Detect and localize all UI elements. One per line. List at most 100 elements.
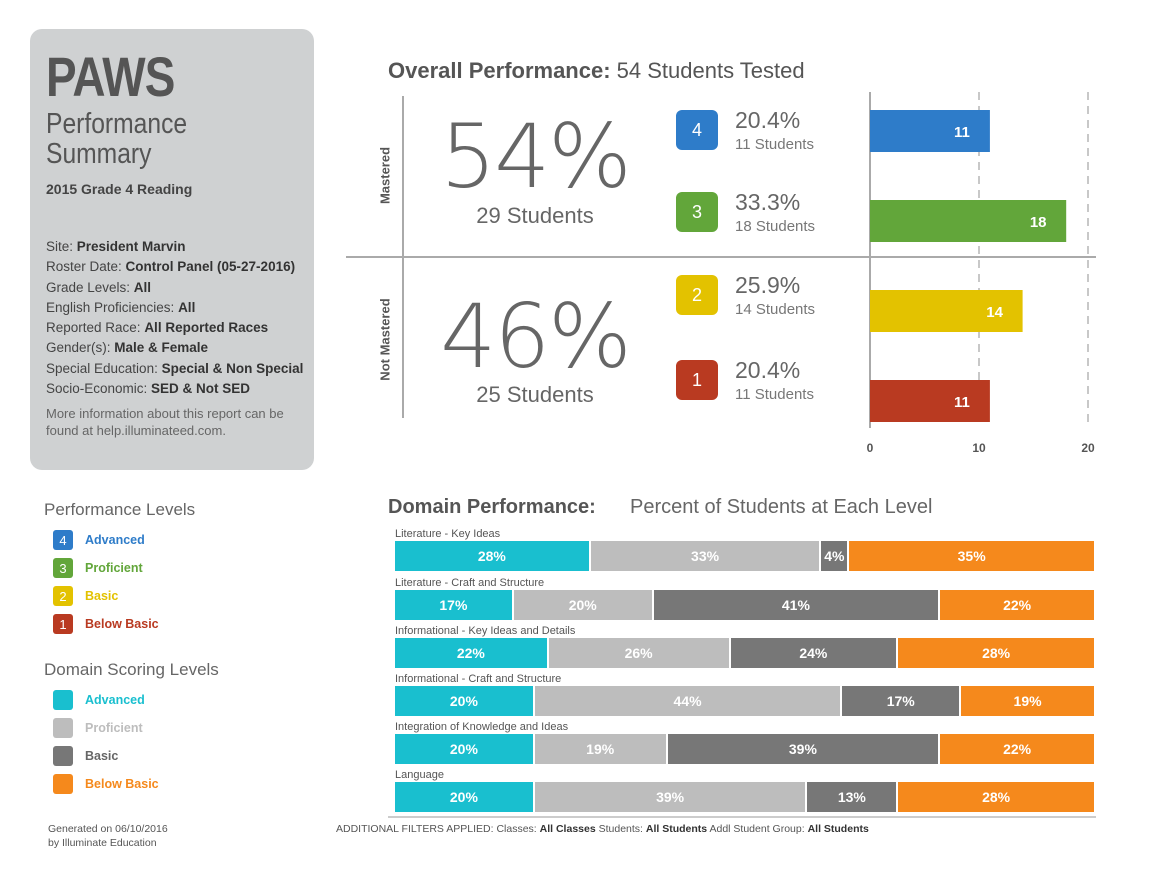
domain-label: Integration of Knowledge and Ideas bbox=[395, 721, 569, 733]
level-percent: 20.4% bbox=[735, 107, 801, 133]
domain-segment: 20% bbox=[395, 686, 535, 716]
domain-segment: 44% bbox=[534, 686, 843, 716]
app-title: PAWS bbox=[46, 45, 175, 108]
domain-segment: 28% bbox=[395, 541, 591, 571]
legend-swatch bbox=[53, 718, 73, 738]
domain-segment: 13% bbox=[807, 782, 899, 812]
domain-label: Literature - Craft and Structure bbox=[395, 577, 545, 589]
domain-segment: 19% bbox=[961, 686, 1094, 716]
domain-segment: 20% bbox=[395, 734, 535, 764]
generated-note: Generated on 06/10/2016 by Illuminate Ed… bbox=[48, 823, 168, 850]
mastered-percent: 54% bbox=[440, 105, 632, 208]
bar bbox=[870, 290, 1023, 332]
level-badge: 1 bbox=[676, 360, 718, 400]
x-tick-label: 20 bbox=[1081, 441, 1095, 455]
level-badge: 2 bbox=[676, 275, 718, 315]
domain-segment: 17% bbox=[842, 686, 962, 716]
filter-row: Special Education: Special & Non Special bbox=[46, 359, 303, 379]
filter-value: Special & Non Special bbox=[161, 360, 304, 376]
domain-segment: 17% bbox=[395, 590, 514, 620]
domain-segment: 22% bbox=[395, 638, 549, 668]
domain-label: Literature - Key Ideas bbox=[395, 528, 501, 540]
filter-row: Socio-Economic: SED & Not SED bbox=[46, 379, 298, 399]
mastered-students: 29 Students bbox=[476, 203, 594, 228]
level-percent: 25.9% bbox=[735, 272, 801, 298]
not-mastered-students: 25 Students bbox=[476, 382, 594, 407]
domain-segment: 22% bbox=[940, 734, 1094, 764]
legend-swatch bbox=[53, 774, 73, 794]
footer-divider bbox=[388, 816, 1096, 818]
legend-swatch bbox=[53, 746, 73, 766]
filter-label: Roster Date: bbox=[46, 259, 126, 275]
domain-segment: 20% bbox=[395, 782, 535, 812]
filter-label: English Proficiencies: bbox=[46, 299, 179, 315]
info-text: More information about this report can b… bbox=[46, 406, 284, 439]
filter-row: Site: President Marvin bbox=[46, 237, 298, 257]
filter-row: Gender(s): Male & Female bbox=[46, 338, 298, 358]
legend-swatch: 4 bbox=[53, 530, 73, 550]
domain-segment: 24% bbox=[730, 638, 899, 668]
filter-label: Socio-Economic: bbox=[46, 381, 152, 397]
domain-row: Informational - Craft and Structure 20% 44… bbox=[395, 673, 1094, 716]
legend-label: Basic bbox=[85, 749, 119, 763]
level-badge: 4 bbox=[676, 110, 718, 150]
domain-row: Literature - Craft and Structure 17% 20% 41… bbox=[395, 577, 1094, 620]
domain-segment: 39% bbox=[667, 734, 941, 764]
domain-segment: 28% bbox=[898, 782, 1094, 812]
domain-label: Informational - Craft and Structure bbox=[395, 673, 562, 685]
not-mastered-percent: 46% bbox=[440, 285, 632, 388]
domain-row: Integration of Knowledge and Ideas 20% 19%… bbox=[395, 721, 1094, 764]
domain-segment: 26% bbox=[548, 638, 731, 668]
level-percent: 20.4% bbox=[735, 357, 801, 383]
filter-value: All bbox=[133, 279, 152, 295]
filter-label: Reported Race: bbox=[46, 320, 145, 336]
legend-item: 2 Basic bbox=[44, 582, 195, 610]
filter-value: All bbox=[178, 299, 196, 315]
domain-subtitle: Percent of Students at Each Level bbox=[630, 496, 933, 518]
domain-bar: 28% 33% 4% 35% bbox=[395, 541, 1094, 571]
bar bbox=[870, 110, 990, 152]
legend-swatch: 3 bbox=[53, 558, 73, 578]
legend-label: Proficient bbox=[85, 721, 143, 735]
legend-label: Below Basic bbox=[85, 777, 159, 791]
domain-segment: 20% bbox=[513, 590, 654, 620]
legend-swatch: 2 bbox=[53, 586, 73, 606]
level-students: 11 Students bbox=[735, 136, 814, 153]
filter-row: English Proficiencies: All bbox=[46, 298, 298, 318]
not-mastered-label: Not Mastered bbox=[377, 298, 393, 381]
filter-group: All Students bbox=[807, 823, 869, 835]
legend-item: Proficient bbox=[44, 714, 219, 742]
legend-label: Below Basic bbox=[85, 617, 159, 631]
x-tick-label: 10 bbox=[972, 441, 986, 455]
report-name: 2015 Grade 4 Reading bbox=[46, 181, 193, 197]
level-badge: 3 bbox=[676, 192, 718, 232]
additional-filters: ADDITIONAL FILTERS APPLIED: Classes: All… bbox=[336, 823, 869, 835]
legend-item: 4 Advanced bbox=[44, 526, 195, 554]
level-students: 11 Students bbox=[735, 386, 814, 403]
domain-levels-title: Domain Scoring Levels bbox=[44, 660, 219, 679]
filters-prefix: ADDITIONAL FILTERS APPLIED: Classes: bbox=[336, 823, 540, 835]
filter-label: Site: bbox=[46, 239, 77, 254]
filter-list: Site: President Marvin Roster Date: Contr… bbox=[46, 237, 303, 399]
filter-label: Gender(s): bbox=[46, 340, 115, 356]
filter-value: All Reported Races bbox=[144, 320, 269, 336]
performance-levels-title: Performance Levels bbox=[44, 500, 196, 519]
legend-label: Basic bbox=[85, 589, 119, 603]
level-percent: 33.3% bbox=[735, 189, 801, 215]
filter-label: Grade Levels: bbox=[46, 279, 134, 295]
domain-row: Informational - Key Ideas and Details 22%… bbox=[395, 625, 1094, 668]
domain-levels-legend: Domain Scoring Levels Advanced Proficient… bbox=[44, 660, 219, 798]
report-info-card: PAWS Performance Summary 2015 Grade 4 Re… bbox=[30, 29, 314, 470]
legend-label: Advanced bbox=[85, 693, 145, 707]
domain-bar: 20% 19% 39% 22% bbox=[395, 734, 1094, 764]
legend-item: 3 Proficient bbox=[44, 554, 195, 582]
filter-value: Control Panel (05-27-2016) bbox=[125, 259, 296, 275]
filter-classes: All Classes bbox=[539, 823, 596, 835]
filter-label: Special Education: bbox=[46, 360, 162, 376]
legend-swatch: 1 bbox=[53, 614, 73, 634]
domain-segment: 19% bbox=[534, 734, 668, 764]
domain-bar: 22% 26% 24% 28% bbox=[395, 638, 1094, 668]
domain-bar: 17% 20% 41% 22% bbox=[395, 590, 1094, 620]
legend-label: Advanced bbox=[85, 533, 145, 547]
generated-date: Generated on 06/10/2016 bbox=[48, 823, 168, 835]
